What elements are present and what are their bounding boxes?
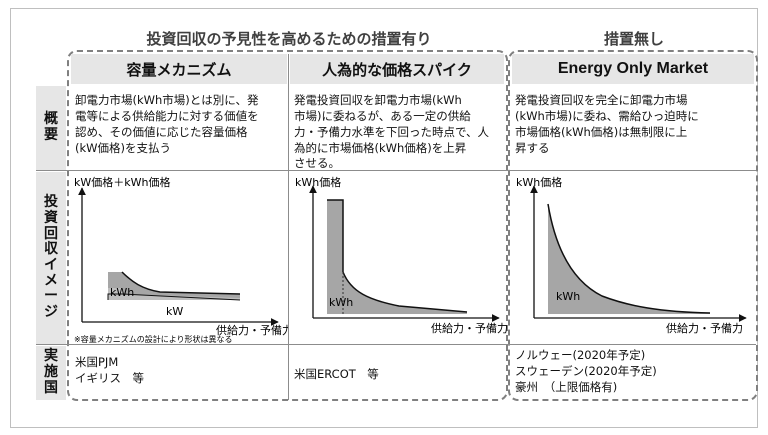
row-header-char: 国 — [44, 379, 58, 396]
countries-cell-energy-only: ノルウェー(2020年予定) スウェーデン(2020年予定) 豪州 （上限価格有… — [510, 345, 756, 401]
overview-line: 卸電力市場(kWh市場)とは別に、発 — [75, 93, 259, 107]
diagram2-label-kwh: kWh — [329, 296, 353, 309]
diagram1-label-kw: kW — [166, 305, 183, 318]
diagram-capacity-mechanism: kW価格＋kWh価格 kWh kW 供給力・予備力 ※容量メカニズムの設計により… — [74, 175, 288, 344]
row-header-char: 投 — [44, 194, 58, 211]
country-line: 豪州 （上限価格有) — [515, 379, 618, 394]
diagram1-ylabel: kW価格＋kWh価格 — [74, 175, 170, 189]
overview-line: 市場)に委ねるが、ある一定の供給 — [294, 108, 471, 123]
overview-line: 力・予備力水準を下回った時点で、人 — [294, 124, 490, 139]
overview-line: 電等による供給能力に対する価値を — [75, 108, 259, 123]
diagram2-kwh-area — [327, 200, 467, 314]
without-measures-group-border — [508, 50, 758, 401]
diagram1-kw-curve — [107, 293, 241, 301]
diagram1-note: ※容量メカニズムの設計により形状は異なる — [74, 334, 233, 344]
diagram3-label-kwh: kWh — [556, 290, 580, 303]
diagram2-ylabel: kWh価格 — [295, 175, 341, 189]
row-header-char: ジ — [44, 304, 58, 321]
row-header-char: 実 — [44, 348, 58, 365]
country-line: ノルウェー(2020年予定) — [515, 348, 646, 362]
diagram3-kwh-area — [548, 204, 710, 314]
column-header-price-spike: 人為的な価格スパイク — [290, 54, 504, 84]
diagram3-price-curve — [547, 203, 711, 314]
diagram1-xlabel: 供給力・予備力 — [216, 323, 288, 337]
row-header-char: イ — [44, 257, 58, 273]
country-line: 米国ERCOT 等 — [294, 367, 379, 381]
overview-line: させる。 — [294, 156, 340, 171]
without-measures-title: 措置無し — [603, 30, 664, 48]
row-header-char: 回 — [44, 225, 58, 242]
row-header-char: ー — [44, 288, 58, 305]
overview-line: (kWh市場)に委ね、需給ひっ迫時に — [515, 108, 699, 123]
diagram3-ylabel: kWh価格 — [516, 175, 562, 189]
column-header-energy-only-market: Energy Only Market — [512, 54, 754, 84]
countries-cell-price-spike: 米国ERCOT 等 — [289, 362, 507, 388]
diagram-price-spike: kWh価格 kWh 供給力・予備力 — [295, 175, 507, 335]
overview-line: (kW価格)を支払う — [75, 140, 172, 155]
grid-line-row2 — [36, 344, 756, 345]
overview-line: 為的に市場価格(kWh価格)を上昇 — [294, 140, 467, 155]
row-header-countries: 実施国 — [36, 346, 66, 400]
overview-cell-energy-only: 発電投資回収を完全に卸電力市場 (kWh市場)に委ね、需給ひっ迫時に 市場価格(… — [510, 88, 756, 161]
grid-line-row1 — [36, 170, 756, 171]
row-header-char: 施 — [44, 364, 58, 381]
row-header-char: 概 — [44, 111, 58, 128]
diagram-energy-only-market: kWh価格 kWh 供給力・予備力 — [516, 175, 747, 335]
row-header-investment-image: 投資回収イメージ — [36, 172, 66, 344]
country-line: イギリス 等 — [75, 370, 144, 385]
country-line: スウェーデン(2020年予定) — [515, 363, 657, 378]
with-measures-group-border — [67, 50, 508, 401]
grid-line-col1 — [288, 54, 289, 400]
diagram1-kwh-area — [108, 272, 240, 300]
overview-cell-price-spike: 発電投資回収を卸電力市場(kWh 市場)に委ねるが、ある一定の供給 力・予備力水… — [289, 88, 507, 177]
diagram1-label-kwh: kWh — [110, 286, 134, 299]
row-header-overview: 概要 — [36, 86, 66, 170]
overview-line: 市場価格(kWh価格)は無制限に上 — [515, 124, 688, 139]
row-header-char: 資 — [44, 209, 58, 226]
row-header-char: 収 — [44, 241, 58, 258]
row-header-char: メ — [44, 272, 58, 289]
diagram1-price-curve — [121, 271, 241, 295]
overview-line: 発電投資回収を卸電力市場(kWh — [294, 93, 462, 107]
overview-cell-capacity: 卸電力市場(kWh市場)とは別に、発 電等による供給能力に対する価値を 認め、そ… — [70, 88, 288, 161]
column-header-capacity-mechanism: 容量メカニズム — [71, 54, 287, 84]
overview-line: 昇する — [515, 140, 550, 155]
country-line: 米国PJM — [75, 355, 119, 369]
overview-line: 認め、その価値に応じた容量価格 — [75, 124, 248, 139]
diagram2-xlabel: 供給力・予備力 — [431, 321, 507, 335]
overview-line: 発電投資回収を完全に卸電力市場 — [515, 93, 688, 107]
countries-cell-capacity: 米国PJM イギリス 等 — [70, 350, 288, 392]
diagram3-xlabel: 供給力・予備力 — [666, 321, 743, 335]
row-header-char: 要 — [44, 127, 58, 143]
with-measures-title: 投資回収の予見性を高めるための措置有り — [146, 30, 432, 48]
diagram1-kw-area — [108, 288, 240, 300]
